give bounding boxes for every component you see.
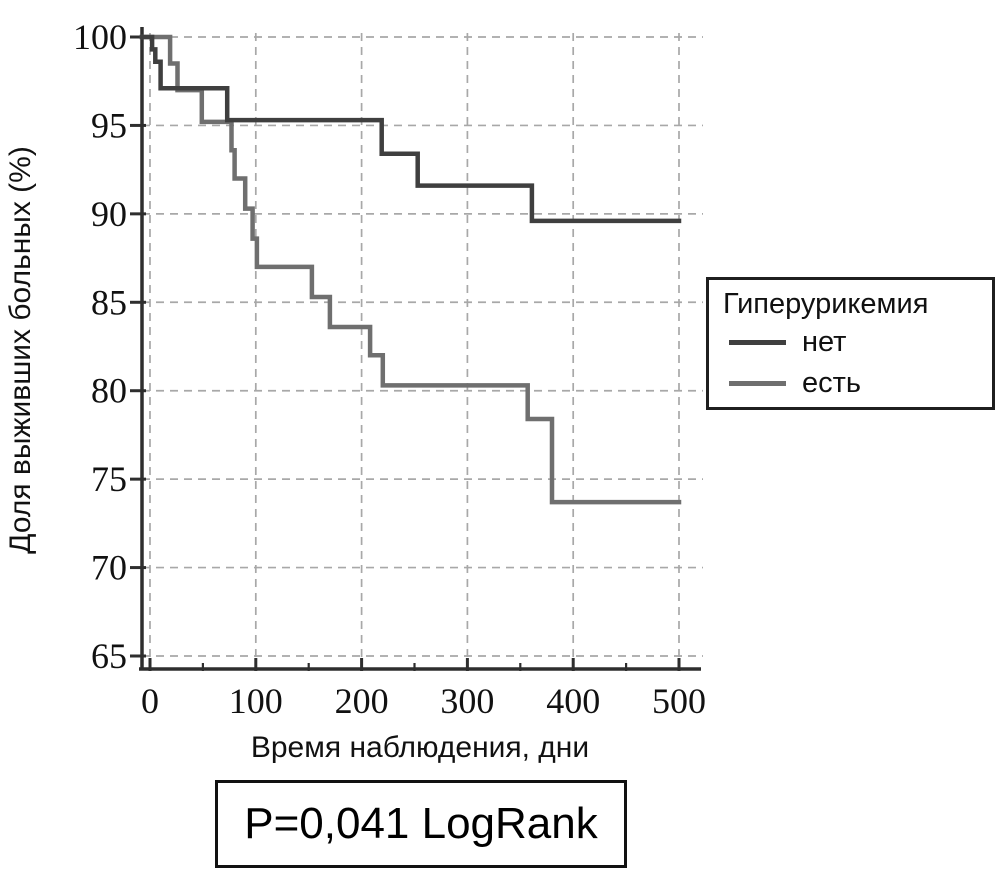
x-tick-label: 0	[141, 681, 159, 721]
survival-curve-нет	[139, 34, 682, 224]
legend-label-net: нет	[802, 326, 847, 358]
x-tick-label: 100	[229, 681, 283, 721]
legend-title: Гиперурикемия	[723, 288, 929, 320]
y-tick-label: 80	[91, 371, 127, 411]
legend-item-net: нет	[723, 322, 984, 363]
y-tick-label: 90	[91, 194, 127, 234]
survival-curve-есть	[139, 34, 682, 505]
y-tick-label: 100	[73, 17, 127, 57]
y-tick-label: 70	[91, 548, 127, 588]
y-axis-title: Доля выживших больных (%)	[4, 146, 37, 554]
y-tick-label: 85	[91, 282, 127, 322]
x-tick-label: 500	[652, 681, 706, 721]
pvalue-box: P=0,041 LogRank	[215, 780, 627, 868]
x-axis-title: Время наблюдения, дни	[251, 731, 589, 764]
legend-box: Гиперурикемия нет есть	[706, 277, 995, 410]
y-tick-label: 95	[91, 105, 127, 145]
x-tick-label: 400	[546, 681, 600, 721]
legend-label-est: есть	[802, 367, 862, 399]
y-tick-label: 65	[91, 636, 127, 676]
pvalue-text: P=0,041 LogRank	[244, 799, 598, 848]
legend-item-est: есть	[723, 363, 984, 404]
line-swatch-est	[729, 381, 786, 386]
x-tick-label: 300	[440, 681, 494, 721]
line-swatch-net	[729, 340, 786, 345]
x-tick-label: 200	[335, 681, 389, 721]
y-tick-label: 75	[91, 459, 127, 499]
